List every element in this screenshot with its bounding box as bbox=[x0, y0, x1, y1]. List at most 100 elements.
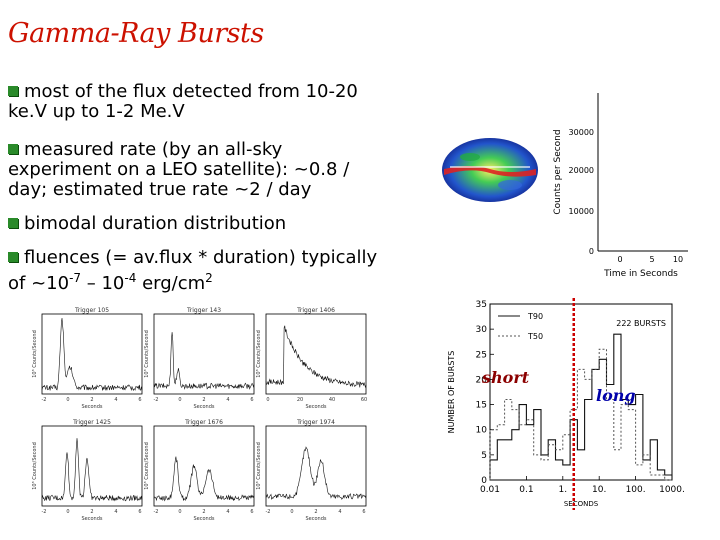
light-curve-xtick: 5 bbox=[649, 255, 654, 264]
sample-panel-frame bbox=[41, 313, 143, 395]
sample-xlabel: Seconds bbox=[193, 516, 214, 522]
sky-map-image bbox=[442, 138, 538, 202]
histogram-ytick-label: 30 bbox=[476, 325, 488, 335]
sample-ylabel: 10³ Counts/Second bbox=[32, 330, 38, 378]
sample-xtick: 2 bbox=[202, 397, 205, 403]
sample-xlabel: Seconds bbox=[81, 516, 102, 522]
histogram-xtick-label: 10. bbox=[592, 485, 606, 495]
legend-t90-label: T90 bbox=[527, 312, 543, 321]
bullet-square-icon bbox=[8, 218, 18, 228]
sample-xtick: 0 bbox=[178, 397, 181, 403]
sample-panel-frame bbox=[265, 425, 367, 507]
sample-trigger-label: Trigger 1676 bbox=[184, 419, 223, 426]
sample-xtick: 6 bbox=[362, 509, 365, 515]
sample-light-curve bbox=[153, 332, 255, 390]
histogram-xlabel: SECONDS bbox=[564, 500, 599, 508]
bullet-rate: measured rate (by an all-sky experiment … bbox=[8, 139, 350, 200]
sample-xtick: 4 bbox=[114, 397, 117, 403]
histogram-ytick-label: 10 bbox=[476, 426, 488, 436]
sample-trigger-label: Trigger 1974 bbox=[296, 419, 335, 426]
burst-count-label: 222 BURSTS bbox=[616, 319, 666, 328]
sample-xtick: 6 bbox=[250, 509, 253, 515]
sample-xtick: -2 bbox=[42, 509, 47, 515]
sample-trigger-label: Trigger 1425 bbox=[72, 419, 111, 426]
sample-xtick: 2 bbox=[202, 509, 205, 515]
sample-ylabel: 10³ Counts/Second bbox=[32, 442, 38, 490]
sample-xlabel: Seconds bbox=[81, 404, 102, 410]
sample-xtick: 40 bbox=[329, 397, 335, 403]
sample-trigger-label: Trigger 143 bbox=[186, 307, 221, 314]
histogram-ytick-label: 5 bbox=[481, 451, 487, 461]
light-curve-ytick: 10000 bbox=[569, 207, 594, 216]
sample-xtick: 6 bbox=[250, 397, 253, 403]
sample-ylabel: 10³ Counts/Second bbox=[256, 330, 262, 378]
light-curve-xtick: 10 bbox=[673, 255, 683, 264]
sample-xtick: 60 bbox=[361, 397, 367, 403]
sample-panel-frame bbox=[41, 425, 143, 507]
sample-light-curve bbox=[153, 456, 255, 502]
sample-trigger-label: Trigger 105 bbox=[74, 307, 109, 314]
sample-ylabel: 10³ Counts/Second bbox=[144, 330, 150, 378]
light-curve-xtick: 0 bbox=[617, 255, 622, 264]
sample-xlabel: Seconds bbox=[193, 404, 214, 410]
histogram-ytick-label: 0 bbox=[481, 476, 487, 486]
sample-xtick: -2 bbox=[154, 509, 159, 515]
bullet-fluences: fluences (= av.flux * duration) typicall… bbox=[8, 247, 378, 294]
histogram-xtick-label: 1000. bbox=[659, 485, 685, 495]
sample-xtick: 2 bbox=[90, 397, 93, 403]
light-curve-xlabel: Time in Seconds bbox=[603, 269, 678, 279]
long-label: long bbox=[596, 386, 636, 405]
sample-xtick: -2 bbox=[42, 397, 47, 403]
bullet-square-icon bbox=[8, 86, 18, 96]
sample-xtick: 6 bbox=[138, 509, 141, 515]
histogram-series-t90 bbox=[489, 333, 673, 480]
duration-histogram: 0 5 10 15 20 25 30 35 0.01 0.1 1. 10. 100. 1000. SECON… bbox=[447, 298, 685, 510]
sample-panel-frame bbox=[153, 425, 255, 507]
sample-ylabel: 10³ Counts/Second bbox=[144, 442, 150, 490]
light-curve-ytick: 20000 bbox=[569, 166, 594, 175]
sample-xtick: 0 bbox=[178, 509, 181, 515]
light-curve-ytick: 0 bbox=[589, 247, 594, 256]
sample-light-curves: Trigger 105 Seconds 10³ Counts/Second -2 0 2 4… bbox=[32, 307, 367, 522]
sample-xtick: 6 bbox=[138, 397, 141, 403]
bullet-flux: most of the flux detected from 10-20 ke.… bbox=[8, 81, 358, 122]
sample-panel-frame bbox=[153, 313, 255, 395]
sample-xtick: -2 bbox=[154, 397, 159, 403]
sample-light-curve bbox=[265, 325, 367, 388]
sample-xtick: -2 bbox=[266, 509, 271, 515]
sample-light-curve bbox=[265, 446, 367, 501]
sample-xtick: 0 bbox=[66, 509, 69, 515]
histogram-xtick-label: 0.1 bbox=[519, 485, 533, 495]
light-curve-ylabel: Counts per Second bbox=[553, 129, 563, 214]
slide-title: Gamma-Ray Bursts bbox=[8, 18, 264, 49]
sample-light-curve bbox=[41, 317, 143, 392]
light-curve-ytick: 30000 bbox=[569, 128, 594, 137]
histogram-xtick-label: 0.01 bbox=[480, 485, 500, 495]
sample-xtick: 0 bbox=[266, 397, 269, 403]
histogram-ytick-label: 25 bbox=[476, 350, 487, 360]
sample-xtick: 4 bbox=[226, 397, 229, 403]
histogram-ytick-label: 20 bbox=[476, 375, 488, 385]
histogram-frame bbox=[489, 303, 673, 481]
histogram-series-t50 bbox=[489, 348, 672, 481]
sample-xtick: 4 bbox=[226, 509, 229, 515]
bullet-square-icon bbox=[8, 252, 18, 262]
sample-xtick: 0 bbox=[290, 509, 293, 515]
sample-trigger-label: Trigger 1406 bbox=[296, 307, 335, 314]
histogram-xtick-label: 1. bbox=[559, 485, 568, 495]
sample-xtick: 4 bbox=[338, 509, 341, 515]
sample-xtick: 2 bbox=[90, 509, 93, 515]
histogram-ytick-label: 15 bbox=[476, 401, 487, 411]
sample-xtick: 20 bbox=[297, 397, 303, 403]
sample-xlabel: Seconds bbox=[305, 516, 326, 522]
light-curve-chart: 30000 20000 10000 0 0 5 10 Time in Secon… bbox=[553, 93, 688, 279]
sample-xtick: 0 bbox=[66, 397, 69, 403]
sample-xtick: 4 bbox=[114, 509, 117, 515]
sample-xtick: 2 bbox=[314, 509, 317, 515]
histogram-ytick-label: 35 bbox=[476, 300, 487, 310]
sample-ylabel: 10³ Counts/Second bbox=[256, 442, 262, 490]
short-label: short bbox=[482, 368, 530, 387]
sample-panel-frame bbox=[265, 313, 367, 395]
sample-light-curve bbox=[41, 438, 143, 502]
bullet-square-icon bbox=[8, 144, 18, 154]
